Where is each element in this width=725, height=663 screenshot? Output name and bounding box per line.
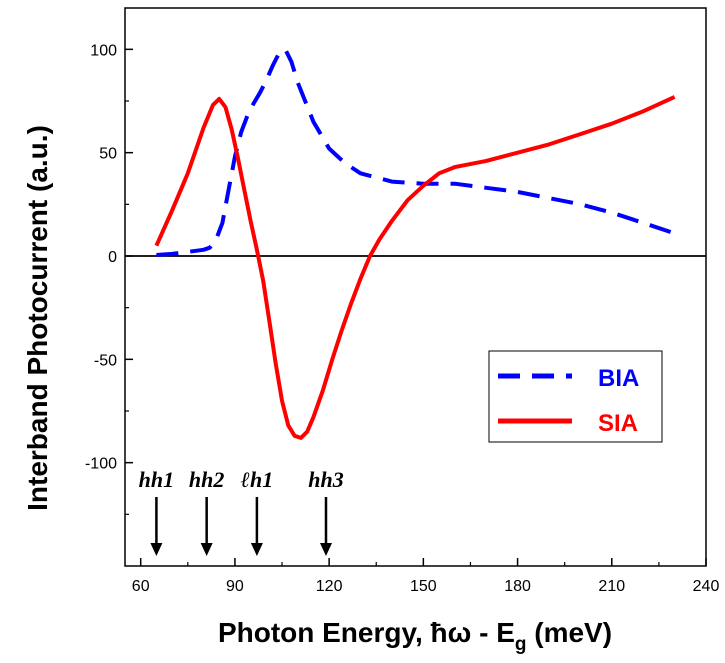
band-label: hh2 — [189, 467, 224, 492]
series-line-sia — [154, 95, 676, 440]
y-tick-label: 0 — [108, 249, 117, 266]
legend: BIA SIA — [488, 350, 663, 443]
x-tick-label: 210 — [598, 578, 625, 595]
band-label: hh3 — [308, 467, 343, 492]
y-tick-label: 50 — [99, 146, 117, 163]
legend-label-sia: SIA — [598, 410, 638, 437]
x-tick-label: 120 — [316, 578, 343, 595]
y-tick-label: -50 — [94, 352, 117, 369]
annotations: hh1 hh2 ℓh1 hh3 — [139, 467, 344, 556]
arrow-down-icon — [250, 543, 263, 556]
legend-label-bia: BIA — [598, 365, 639, 392]
x-tick-label: 240 — [693, 578, 720, 595]
x-axis-title: Photon Energy, ħω - Eg (meV) — [218, 617, 612, 655]
arrow-down-icon — [150, 543, 163, 556]
x-axis-title-hbar: ħω — [431, 617, 472, 648]
arrow-down-icon — [319, 543, 332, 556]
x-axis-title-sub: g — [515, 634, 527, 655]
band-label: hh1 — [139, 467, 174, 492]
ticks: 60 90 120 150 180 210 240 -100 -50 0 50 100 — [85, 42, 719, 595]
x-tick-label: 150 — [410, 578, 437, 595]
band-label: ℓh1 — [241, 467, 274, 492]
x-tick-label: 90 — [226, 578, 244, 595]
x-tick-label: 180 — [504, 578, 531, 595]
series-layer — [154, 47, 676, 440]
y-tick-label: -100 — [85, 456, 117, 473]
x-axis-title-end: (meV) — [526, 617, 612, 648]
x-axis-title-mid: - E — [471, 617, 515, 648]
series-line-bia — [156, 47, 676, 257]
arrow-down-icon — [200, 543, 213, 556]
y-tick-label: 100 — [90, 42, 117, 59]
y-axis-title: Interband Photocurrent (a.u.) — [22, 125, 53, 511]
plot-frame — [124, 7, 707, 567]
x-axis-title-main: Photon Energy, — [218, 617, 431, 648]
x-tick-label: 60 — [132, 578, 150, 595]
legend-box — [488, 350, 663, 443]
